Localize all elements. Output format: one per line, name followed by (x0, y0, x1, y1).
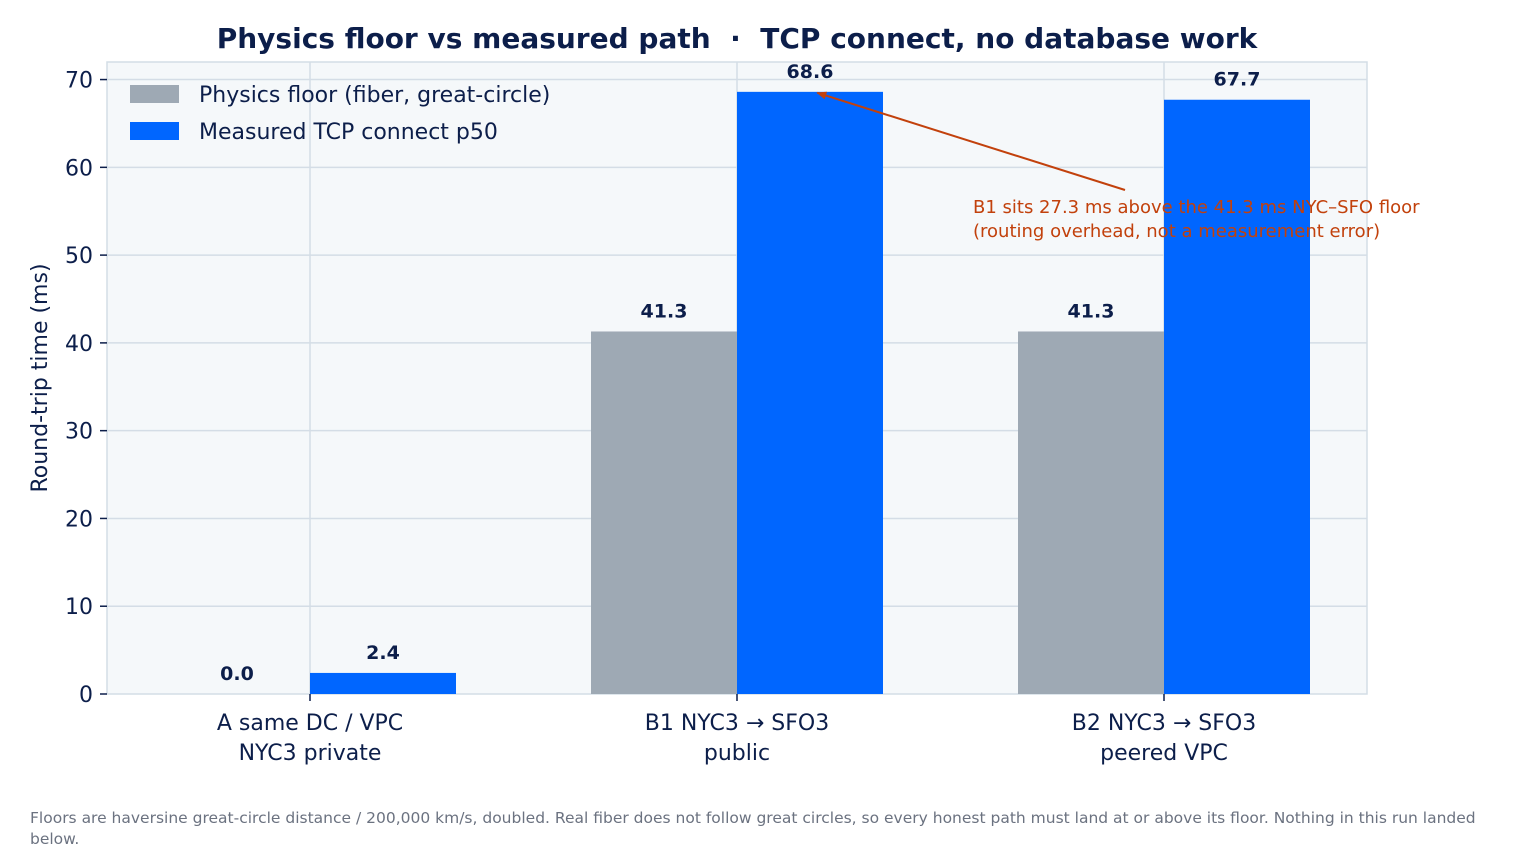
bars (310, 91, 1310, 695)
y-tick-label: 30 (65, 420, 93, 445)
bar-measured (1164, 99, 1310, 694)
annotation: B1 sits 27.3 ms above the 41.3 ms NYC–SF… (816, 91, 1420, 242)
data-label: 41.3 (641, 300, 688, 322)
x-tick-label: B1 NYC3 → SFO3 (645, 711, 830, 736)
axes: 0 10 20 30 40 50 60 70 A same DC / VPC NYC3 priva… (65, 69, 1256, 766)
chart: 0 10 20 30 40 50 60 70 A same DC / VPC NYC3 priva… (28, 22, 1420, 766)
y-tick-label: 10 (65, 595, 93, 620)
y-tick-label: 20 (65, 507, 93, 532)
y-tick-label: 70 (65, 69, 93, 94)
y-axis-label: Round-trip time (ms) (28, 263, 53, 492)
data-label: 0.0 (220, 663, 254, 685)
x-tick-label: NYC3 private (239, 741, 382, 766)
bar-floor (1018, 331, 1164, 694)
x-tick-label: public (704, 741, 770, 766)
annotation-text: B1 sits 27.3 ms above the 41.3 ms NYC–SF… (973, 197, 1420, 218)
data-label: 2.4 (366, 642, 400, 664)
legend: Physics floor (fiber, great-circle) Measu… (130, 83, 550, 145)
x-tick-label: peered VPC (1100, 741, 1228, 766)
legend-swatch (130, 85, 179, 103)
bar-measured (737, 91, 883, 695)
data-label: 41.3 (1068, 300, 1115, 322)
legend-swatch (130, 122, 179, 140)
legend-label: Measured TCP connect p50 (199, 120, 498, 145)
y-tick-label: 50 (65, 244, 93, 269)
footnote: Floors are haversine great-circle distan… (30, 809, 1476, 848)
y-tick-label: 60 (65, 156, 93, 181)
legend-label: Physics floor (fiber, great-circle) (199, 83, 550, 108)
value-labels: 0.0 41.3 41.3 2.4 68.6 67.7 (220, 61, 1260, 685)
y-tick-label: 40 (65, 332, 93, 357)
bar-measured (310, 672, 456, 694)
annotation-text: (routing overhead, not a measurement err… (973, 221, 1380, 242)
y-tick-label: 0 (79, 683, 93, 708)
data-label: 68.6 (787, 61, 834, 83)
chart-title: Physics floor vs measured path · TCP con… (217, 22, 1259, 55)
annotation-arrow (816, 91, 1126, 191)
x-tick-label: A same DC / VPC (217, 711, 403, 736)
data-label: 67.7 (1214, 69, 1261, 91)
bar-floor (591, 331, 737, 694)
x-tick-label: B2 NYC3 → SFO3 (1072, 711, 1257, 736)
